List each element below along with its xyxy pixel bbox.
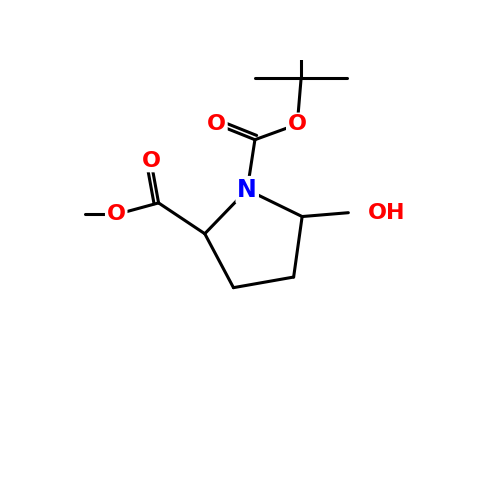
Text: O: O (142, 150, 161, 171)
Text: O: O (288, 114, 307, 134)
Text: O: O (207, 114, 226, 134)
Text: O: O (106, 204, 126, 225)
Text: OH: OH (368, 202, 405, 222)
Text: N: N (238, 178, 257, 202)
